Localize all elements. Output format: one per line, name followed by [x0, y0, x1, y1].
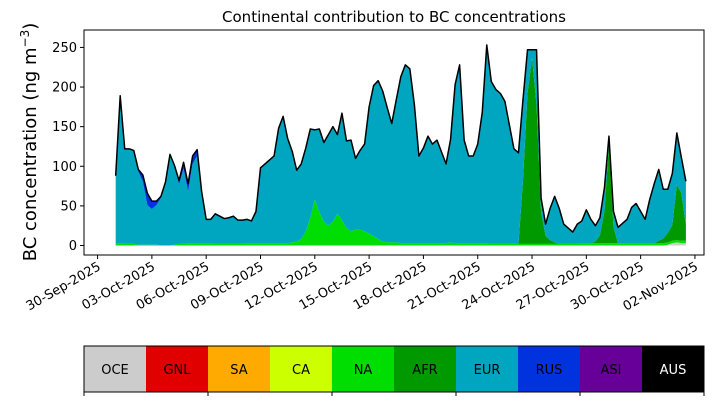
y-tick-label: 0 [69, 239, 77, 254]
legend-entry-oce: OCE [84, 346, 146, 392]
y-axis-label-sup: −3 [18, 30, 32, 48]
y-axis-label: BC concentration (ng m−3) [18, 23, 41, 262]
chart-title: Continental contribution to BC concentra… [222, 8, 566, 26]
legend-swatch [518, 346, 580, 392]
y-tick-label: 150 [52, 120, 77, 135]
legend-label: OCE [101, 363, 129, 378]
legend-label: EUR [474, 363, 501, 378]
y-tick-label: 250 [52, 41, 77, 56]
legend-entry-sa: SA [208, 346, 270, 392]
legend-label: NA [354, 363, 373, 378]
legend-entry-ca: CA [270, 346, 332, 392]
legend-entry-gnl: GNL [146, 346, 208, 392]
legend-entry-aus: AUS [642, 346, 704, 392]
x-axis: 30-Sep-202503-Oct-202506-Oct-202509-Oct-… [24, 255, 701, 314]
total-line-group [114, 44, 687, 233]
legend-swatch [208, 346, 270, 392]
legend-entry-na: NA [332, 346, 394, 392]
legend-label: GNL [163, 363, 191, 378]
legend-swatch [332, 346, 394, 392]
legend-label: RUS [536, 363, 563, 378]
plot-frame [83, 29, 705, 256]
legend-label: SA [230, 363, 247, 378]
y-axis-label-close: ) [20, 23, 41, 30]
legend-swatch [642, 346, 704, 392]
legend-label: AUS [660, 363, 687, 378]
legend-swatch [84, 346, 146, 392]
legend-swatch [580, 346, 642, 392]
y-axis: 0 50 100 150 200 250 [52, 41, 84, 254]
legend-entry-eur: EUR [456, 346, 518, 392]
legend-frame [83, 345, 705, 393]
legend-label: CA [292, 363, 310, 378]
legend-swatch [394, 346, 456, 392]
y-tick-label: 200 [52, 81, 77, 96]
legend-swatch [146, 346, 208, 392]
legend-entry-rus: RUS [518, 346, 580, 392]
y-tick-label: 100 [52, 160, 77, 175]
legend-swatch [270, 346, 332, 392]
y-axis-label-main: BC concentration (ng m [20, 47, 41, 261]
total-line [114, 44, 687, 233]
y-tick-label: 50 [60, 199, 77, 214]
legend-entry-asi: ASI [580, 346, 642, 392]
legend: OCE GNL SA CA NA AFR EUR RUS ASI AUS [83, 345, 705, 396]
legend-swatch [456, 346, 518, 392]
legend-entry-afr: AFR [394, 346, 456, 392]
legend-label: AFR [412, 363, 437, 378]
legend-label: ASI [601, 363, 622, 378]
